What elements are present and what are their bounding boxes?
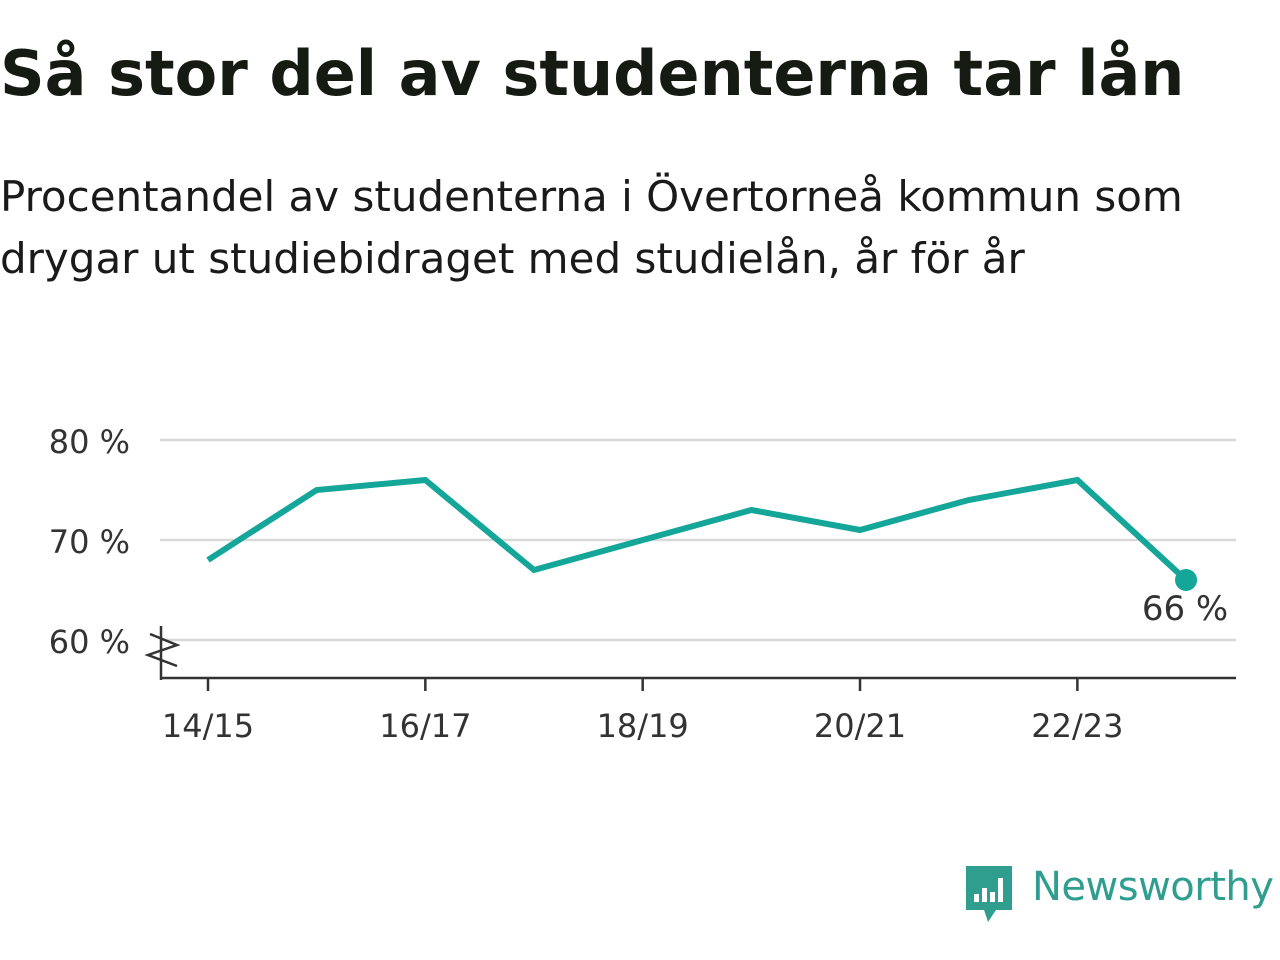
x-axis — [144, 626, 1236, 691]
brand-name: Newsworthy — [1032, 864, 1274, 910]
chart-subtitle: Procentandel av studenterna i Övertorneå… — [0, 172, 1183, 283]
y-axis-tick-labels: 60 % 70 % 80 % — [49, 423, 130, 661]
data-labels: 66 % — [1142, 589, 1228, 629]
x-tick-label-22/23: 22/23 — [1031, 707, 1123, 745]
gridlines — [160, 438, 1236, 642]
axis-break-icon — [144, 632, 181, 668]
x-tick-label-20/21: 20/21 — [814, 707, 906, 745]
chart-title: Så stor del av studenterna tar lån — [0, 37, 1185, 110]
data-series — [206, 476, 1198, 591]
y-tick-label-80: 80 % — [49, 423, 130, 461]
brand: Newsworthy — [964, 864, 1274, 926]
data-label-last: 66 % — [1142, 589, 1228, 629]
y-tick-label-60: 60 % — [49, 623, 130, 661]
x-tick-label-16/17: 16/17 — [379, 707, 471, 745]
x-tick-label-14/15: 14/15 — [162, 707, 254, 745]
newsworthy-logo-icon — [966, 866, 1012, 922]
series-line-0 — [206, 476, 1189, 583]
series-end-point — [1175, 569, 1198, 591]
x-tick-label-18/19: 18/19 — [597, 707, 689, 745]
x-axis-tick-labels: 14/15 16/17 18/19 20/21 22/23 — [162, 707, 1124, 745]
y-tick-label-70: 70 % — [49, 523, 130, 561]
